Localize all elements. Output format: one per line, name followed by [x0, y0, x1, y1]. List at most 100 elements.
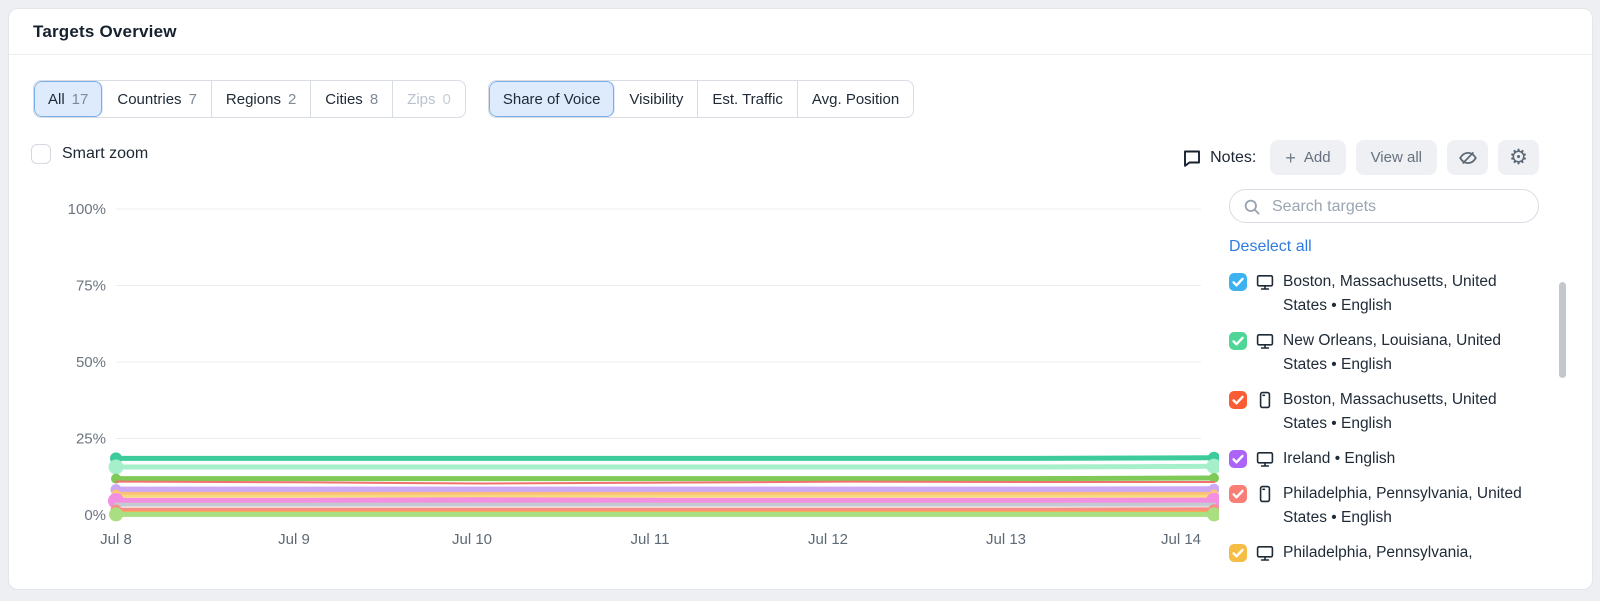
desktop-icon [1256, 332, 1274, 350]
y-tick-label: 75% [76, 278, 106, 295]
y-tick-label: 0% [84, 507, 106, 524]
tab-share-of-voice-label: Share of Voice [502, 90, 601, 108]
series-line-coral[interactable] [115, 480, 1215, 485]
targets-overview-panel: Targets Overview All 17 Countries 7 Regi… [8, 8, 1593, 590]
tab-zips-count: 0 [442, 90, 451, 108]
check-icon [1232, 277, 1244, 287]
target-checkbox[interactable] [1229, 544, 1247, 562]
tab-regions-label: Regions [225, 90, 281, 108]
target-label: Boston, Massachusetts, United States • E… [1283, 391, 1497, 432]
target-label: Boston, Massachusetts, United States • E… [1283, 273, 1497, 314]
notes-cluster: Notes: + Add View all ⚙ [1182, 140, 1539, 175]
target-row[interactable]: Philadelphia, Pennsylvania, [1229, 541, 1529, 565]
target-row[interactable]: New Orleans, Louisiana, United States • … [1229, 329, 1529, 377]
view-all-label: View all [1370, 149, 1422, 166]
target-list: Boston, Massachusetts, United States • E… [1229, 270, 1529, 589]
tab-est-traffic-label: Est. Traffic [712, 90, 783, 108]
smart-zoom-label: Smart zoom [62, 145, 149, 162]
mobile-icon [1256, 485, 1274, 503]
tab-all-label: All [48, 90, 65, 108]
tab-visibility-label: Visibility [629, 90, 684, 108]
x-tick-label: Jul 11 [631, 531, 670, 548]
notes-label: Notes: [1210, 148, 1257, 166]
eye-slash-icon [1457, 147, 1479, 169]
tab-countries-label: Countries [117, 90, 182, 108]
target-row[interactable]: Boston, Massachusetts, United States • E… [1229, 388, 1529, 436]
page-title: Targets Overview [33, 21, 177, 41]
panel-header: Targets Overview [9, 9, 1592, 55]
add-note-button[interactable]: + Add [1270, 140, 1346, 175]
target-checkbox[interactable] [1229, 450, 1247, 468]
target-row[interactable]: Ireland • English [1229, 447, 1529, 471]
hide-notes-button[interactable] [1447, 140, 1488, 175]
check-icon [1232, 548, 1244, 558]
series-endpoint-mint [1206, 458, 1219, 474]
x-tick-label: Jul 10 [452, 531, 492, 548]
share-of-voice-chart[interactable]: 0% 25% 50% 75% 100% Jul 8 Jul 9 Jul 10 Jul 11 Jul… [9, 191, 1219, 561]
target-label: Philadelphia, Pennsylvania, United State… [1283, 485, 1522, 526]
series-endpoint-mint [108, 459, 124, 475]
tab-cities-label: Cities [325, 90, 363, 108]
x-tick-label: Jul 13 [986, 531, 1026, 548]
smart-zoom-checkbox[interactable] [31, 144, 51, 164]
tab-countries[interactable]: Countries 7 [103, 81, 212, 117]
target-row[interactable]: Philadelphia, Pennsylvania, United State… [1229, 482, 1529, 530]
list-scrollbar[interactable] [1559, 282, 1566, 378]
tab-avg-position[interactable]: Avg. Position [798, 81, 913, 117]
x-tick-label: Jul 12 [808, 531, 848, 548]
target-type-tabs: All 17 Countries 7 Regions 2 Cities 8 Zi… [33, 80, 466, 118]
deselect-all-link[interactable]: Deselect all [1229, 238, 1312, 255]
gear-icon: ⚙ [1509, 145, 1528, 169]
targets-sidebar: Deselect all Boston, Massachusetts, Unit… [1221, 189, 1577, 589]
tab-est-traffic[interactable]: Est. Traffic [698, 81, 798, 117]
target-row[interactable]: Boston, Massachusetts, United States • E… [1229, 270, 1529, 318]
mobile-icon [1256, 391, 1274, 409]
series-endpoint-green [1209, 473, 1219, 483]
plus-icon: + [1285, 147, 1296, 168]
y-tick-label: 100% [68, 201, 106, 218]
add-note-label: Add [1303, 149, 1331, 166]
target-checkbox[interactable] [1229, 391, 1247, 409]
tab-avg-position-label: Avg. Position [811, 90, 900, 108]
smart-zoom-toggle[interactable]: Smart zoom [31, 144, 148, 164]
tab-regions-count: 2 [287, 90, 297, 108]
series-endpoint-lime [1207, 507, 1219, 522]
target-checkbox[interactable] [1229, 332, 1247, 350]
check-icon [1232, 454, 1244, 464]
search-targets-input[interactable] [1270, 193, 1529, 221]
target-label: Philadelphia, Pennsylvania, [1283, 544, 1473, 561]
desktop-icon [1256, 273, 1274, 291]
targets-search [1229, 189, 1539, 223]
y-tick-label: 25% [76, 431, 106, 448]
series-line-mint[interactable] [113, 463, 1217, 470]
x-tick-label: Jul 14 [1161, 531, 1201, 548]
series-endpoint-lime [109, 507, 123, 522]
toolbar: All 17 Countries 7 Regions 2 Cities 8 Zi… [33, 80, 915, 118]
tab-countries-count: 7 [188, 90, 197, 108]
series-line-pink[interactable] [113, 497, 1217, 504]
y-tick-label: 50% [76, 354, 106, 371]
series-line-green[interactable] [113, 475, 1217, 482]
note-icon [1182, 148, 1202, 168]
target-checkbox[interactable] [1229, 273, 1247, 291]
metric-tabs: Share of Voice Visibility Est. Traffic A… [487, 80, 915, 118]
tab-visibility[interactable]: Visibility [615, 81, 699, 117]
view-all-notes-button[interactable]: View all [1355, 140, 1437, 175]
check-icon [1232, 336, 1244, 346]
x-tick-label: Jul 9 [278, 531, 310, 548]
series-line-teal[interactable] [113, 455, 1217, 461]
check-icon [1232, 489, 1244, 499]
tab-share-of-voice[interactable]: Share of Voice [488, 81, 616, 117]
chart-settings-button[interactable]: ⚙ [1498, 140, 1539, 175]
tab-cities-count: 8 [369, 90, 379, 108]
desktop-icon [1256, 544, 1274, 562]
target-label: Ireland • English [1283, 450, 1396, 467]
x-tick-label: Jul 8 [100, 531, 132, 548]
target-checkbox[interactable] [1229, 485, 1247, 503]
tab-zips-label: Zips [407, 90, 436, 108]
tab-all-count: 17 [71, 90, 89, 108]
tab-cities[interactable]: Cities 8 [311, 81, 394, 117]
tab-all[interactable]: All 17 [34, 81, 104, 117]
tab-regions[interactable]: Regions 2 [212, 81, 312, 117]
